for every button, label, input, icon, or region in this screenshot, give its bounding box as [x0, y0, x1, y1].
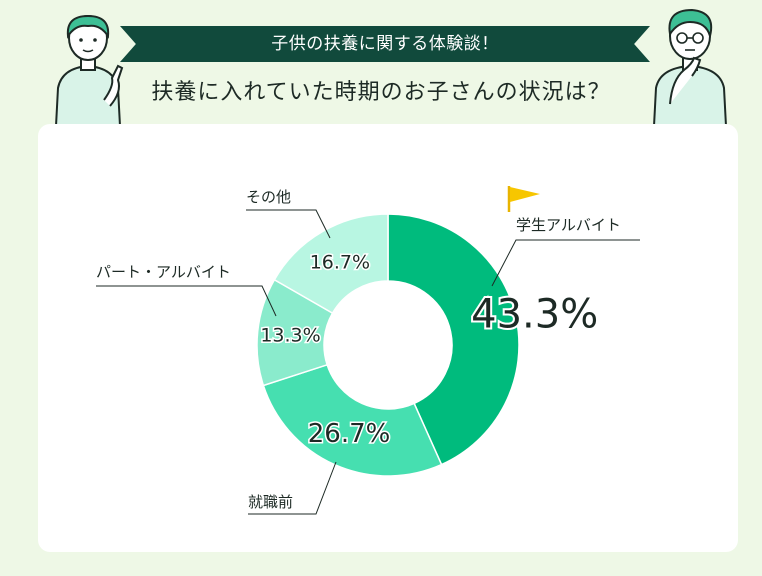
page-title: 扶養に入れていた時期のお子さんの状況は？ [151, 80, 611, 105]
leader-line [491, 239, 640, 287]
leader-line [248, 461, 337, 515]
slice-value-label: 13.3% [260, 325, 320, 347]
donut-slice [262, 363, 443, 477]
chart-card [38, 124, 738, 552]
donut-slice [387, 213, 520, 466]
leader-line [96, 285, 277, 317]
header-banner: 子供の扶養に関する体験談！ [120, 26, 650, 62]
slice-value-label: 26.7% [308, 419, 391, 449]
slice-category-label: パート・アルバイト [96, 263, 231, 281]
slice-value-label: 16.7% [310, 252, 370, 274]
slice-category-label: 学生アルバイト [516, 216, 621, 234]
yellow-flag-icon [507, 186, 540, 212]
leader-line [246, 209, 331, 239]
donut-slice [273, 213, 389, 315]
slice-category-label: その他 [246, 188, 291, 206]
slice-category-label: 就職前 [248, 493, 293, 511]
man-thinking-illustration [652, 8, 728, 126]
slice-value-label: 43.3% [471, 292, 598, 338]
woman-pointing-illustration [54, 14, 124, 126]
